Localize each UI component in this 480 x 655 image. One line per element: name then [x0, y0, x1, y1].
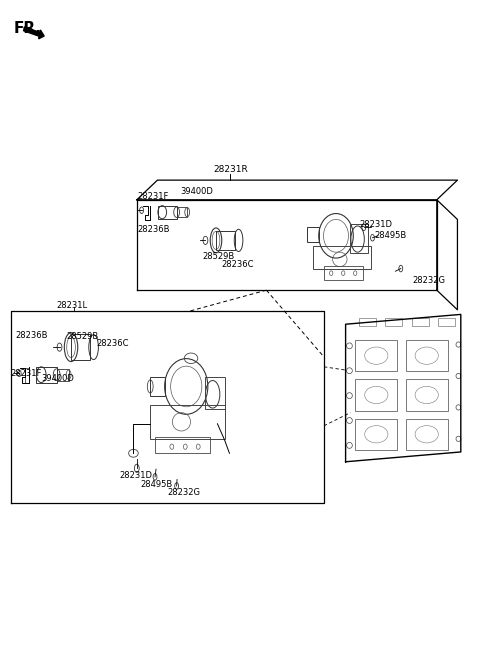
Bar — [359, 318, 376, 326]
Bar — [406, 379, 448, 411]
Text: 28231F: 28231F — [11, 369, 42, 378]
Text: 28232G: 28232G — [167, 488, 200, 497]
Bar — [412, 318, 429, 326]
Bar — [355, 419, 397, 450]
Text: 28236B: 28236B — [137, 225, 170, 234]
Bar — [313, 246, 371, 269]
Text: 28231D: 28231D — [359, 220, 392, 229]
FancyArrow shape — [24, 27, 44, 39]
Text: 28231D: 28231D — [119, 471, 152, 480]
Bar — [355, 379, 397, 411]
Bar — [155, 437, 210, 453]
Text: 39400D: 39400D — [41, 374, 74, 383]
Text: 28529B: 28529B — [203, 252, 235, 261]
Text: 28231L: 28231L — [57, 301, 88, 310]
Text: 28529B: 28529B — [66, 332, 98, 341]
Bar — [57, 369, 69, 381]
Text: 28232G: 28232G — [413, 276, 446, 285]
Bar — [385, 318, 402, 326]
Text: 28236B: 28236B — [15, 331, 48, 340]
Text: 28231R: 28231R — [213, 164, 248, 174]
Text: FR.: FR. — [13, 21, 41, 36]
Text: 28231F: 28231F — [137, 192, 168, 201]
Bar — [406, 340, 448, 371]
Text: 28236C: 28236C — [222, 260, 254, 269]
Bar — [406, 419, 448, 450]
Bar — [150, 377, 165, 396]
Bar — [307, 227, 319, 242]
Bar — [36, 367, 57, 383]
Bar — [355, 340, 397, 371]
Bar — [25, 368, 29, 383]
Bar — [158, 206, 177, 219]
Text: 28495B: 28495B — [374, 231, 407, 240]
Text: 28236C: 28236C — [96, 339, 129, 348]
Bar — [205, 377, 225, 409]
Text: 39400D: 39400D — [180, 187, 213, 196]
Bar — [71, 334, 90, 360]
Text: 28495B: 28495B — [140, 479, 172, 489]
Bar — [150, 405, 225, 439]
Bar — [350, 224, 368, 253]
Bar — [216, 231, 235, 250]
Bar — [438, 318, 455, 326]
Bar — [324, 266, 363, 280]
Bar — [177, 207, 187, 217]
